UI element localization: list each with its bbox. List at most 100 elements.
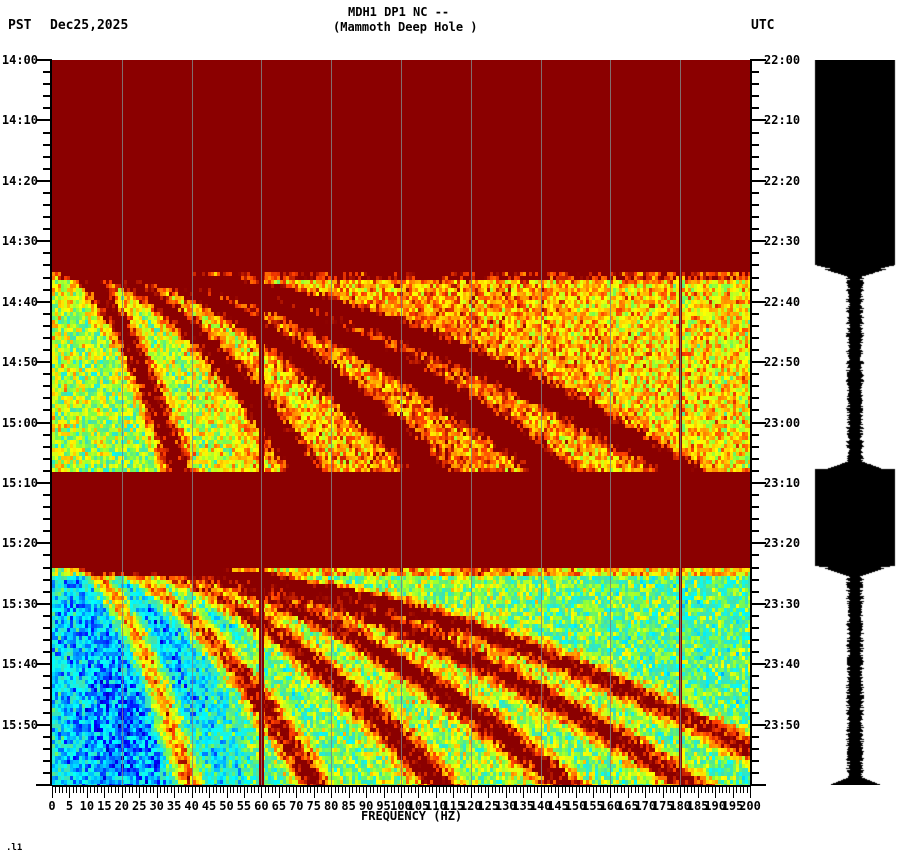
time-tick-major [750,361,766,364]
time-tick-minor [43,614,52,617]
time-tick-minor [43,155,52,158]
time-tick-major [36,723,52,726]
freq-tick-minor [66,787,67,793]
time-tick-minor [750,216,759,219]
freq-tick-minor [380,787,381,793]
time-label-pst: 15:20 [1,536,38,551]
freq-tick-major [384,787,385,798]
freq-tick-minor [656,787,657,793]
freq-tick-minor [589,787,590,793]
time-tick-major [36,663,52,666]
freq-tick-minor [652,787,653,793]
freq-tick-minor [478,787,479,793]
freq-label: 160 [599,799,622,813]
freq-tick-minor [603,787,604,793]
timezone-right-label: UTC [751,18,775,33]
freq-tick-minor [90,787,91,793]
time-tick-minor [750,107,759,110]
freq-tick-minor [530,787,531,793]
freq-label: 50 [219,799,234,813]
freq-tick-minor [335,787,336,793]
time-tick-minor [43,312,52,315]
freq-tick-minor [708,787,709,793]
time-tick-minor [750,276,759,279]
time-label-pst: 14:40 [1,294,38,309]
frequency-axis-title: FREQUENCY (HZ) [361,809,463,823]
freq-label: 140 [529,799,552,813]
freq-tick-minor [213,787,214,793]
freq-tick-major [471,787,472,798]
spectrogram-plot[interactable] [52,60,750,785]
time-tick-minor [750,614,759,617]
time-tick-minor [43,530,52,533]
time-tick-major [36,602,52,605]
freq-tick-minor [666,787,667,793]
freq-tick-minor [83,787,84,793]
time-tick-minor [43,747,52,750]
time-tick-minor [43,554,52,557]
freq-tick-major [453,787,454,798]
time-tick-minor [43,216,52,219]
freq-tick-minor [268,787,269,793]
freq-tick-major [488,787,489,798]
freq-tick-minor [321,787,322,793]
time-tick-minor [43,590,52,593]
freq-tick-minor [80,787,81,793]
time-tick-major [750,663,766,666]
freq-tick-minor [338,787,339,793]
time-tick-minor [43,711,52,714]
time-tick-major [750,300,766,303]
freq-tick-minor [527,787,528,793]
axis-spine [50,60,52,785]
freq-tick-minor [310,787,311,793]
freq-label: 25 [132,799,147,813]
time-tick-minor [750,433,759,436]
freq-tick-minor [551,787,552,793]
time-tick-minor [750,373,759,376]
freq-tick-minor [691,787,692,793]
freq-tick-minor [569,787,570,793]
time-tick-minor [750,312,759,315]
freq-tick-minor [160,787,161,793]
freq-tick-major [349,787,350,798]
time-label-utc: 23:50 [764,717,801,732]
freq-tick-minor [118,787,119,793]
freq-tick-minor [178,787,179,793]
freq-tick-minor [513,787,514,793]
time-tick-minor [750,167,759,170]
freq-tick-minor [76,787,77,793]
time-tick-major [36,59,52,61]
time-label-pst: 15:00 [1,415,38,430]
time-tick-minor [750,578,759,581]
freq-label: 30 [149,799,164,813]
time-tick-major [36,300,52,303]
freq-tick-minor [101,787,102,793]
freq-tick-minor [247,787,248,793]
time-tick-minor [43,675,52,678]
time-tick-minor [750,639,759,641]
freq-tick-minor [216,787,217,793]
freq-tick-minor [673,787,674,793]
freq-tick-minor [572,787,573,793]
freq-tick-minor [394,787,395,793]
freq-tick-major [139,787,140,798]
freq-label: 110 [425,799,447,813]
time-tick-minor [43,566,52,569]
freq-label: 10 [79,799,95,813]
time-axis-right: 22:00 22:10 22:20 22:30 22:40 22:50 23:00 23:10… [750,53,810,786]
freq-label: 40 [184,799,199,813]
freq-tick-major [698,787,699,798]
waveform-panel [810,60,902,785]
freq-tick-minor [202,787,203,793]
time-label-pst: 15:30 [1,596,38,611]
freq-tick-major [715,787,716,798]
freq-tick-major [680,787,681,798]
time-label-pst: 14:00 [1,53,38,67]
freq-tick-minor [387,787,388,793]
time-label-utc: 22:50 [764,355,801,370]
freq-tick-minor [485,787,486,793]
freq-tick-minor [359,787,360,793]
freq-label: 45 [201,799,217,813]
time-tick-major [750,119,766,122]
time-tick-minor [750,71,759,74]
